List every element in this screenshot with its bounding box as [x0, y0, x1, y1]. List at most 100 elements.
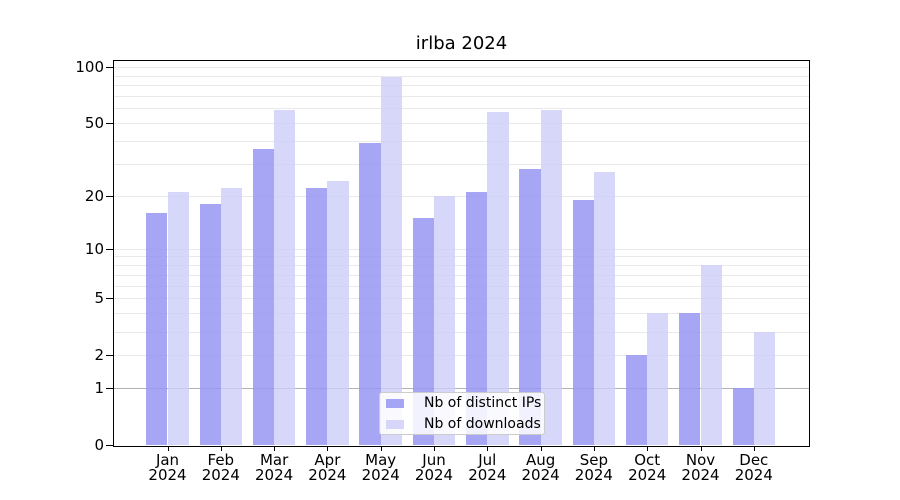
x-tick-label-month: Apr — [314, 451, 341, 469]
x-tick-label-month: Jun — [422, 451, 446, 469]
legend-label-downloads: Nb of downloads — [424, 416, 541, 432]
x-tick-label-month: Jan — [155, 451, 180, 469]
legend-row-distinct-ips: Nb of distinct IPs — [380, 394, 544, 413]
y-tick-label-5: 5 — [94, 289, 104, 308]
x-tick-label-year: 2024 — [201, 466, 240, 484]
bar-nb-of-distinct-ips-nov-2024 — [679, 313, 701, 445]
x-tick-label-year: 2024 — [361, 466, 400, 484]
x-tick-label-jun-2024: Jun 2024 — [392, 453, 476, 483]
plot-area — [113, 60, 810, 447]
x-tick-label-may-2024: May 2024 — [339, 453, 423, 483]
y-tick-label-1: 1 — [94, 379, 104, 398]
gridline-9 — [114, 256, 809, 258]
x-tick-label-month: Aug — [525, 451, 556, 469]
x-tick-label-aug-2024: Aug 2024 — [499, 453, 583, 483]
x-tick-feb-2024 — [220, 447, 222, 451]
gridline-7 — [114, 274, 809, 276]
y-tick-1 — [106, 388, 113, 390]
gridline-1 — [114, 388, 809, 390]
bar-nb-of-downloads-apr-2024 — [327, 181, 349, 445]
bar-nb-of-downloads-mar-2024 — [274, 109, 296, 445]
gridline-60 — [114, 108, 809, 110]
x-tick-label-year: 2024 — [308, 466, 347, 484]
x-tick-label-year: 2024 — [521, 466, 560, 484]
y-tick-50 — [106, 123, 113, 124]
x-tick-label-month: Sep — [579, 451, 609, 469]
x-tick-label-jan-2024: Jan 2024 — [126, 453, 210, 483]
y-tick-0 — [106, 445, 113, 446]
bar-nb-of-distinct-ips-apr-2024 — [306, 188, 328, 445]
bar-nb-of-downloads-may-2024 — [380, 77, 402, 445]
x-tick-label-year: 2024 — [734, 466, 773, 484]
x-tick-label-sep-2024: Sep 2024 — [552, 453, 636, 483]
legend-row-downloads: Nb of downloads — [380, 415, 544, 434]
x-tick-nov-2024 — [700, 447, 702, 451]
gridline-6 — [114, 285, 809, 287]
bar-nb-of-downloads-dec-2024 — [753, 331, 776, 445]
gridline-3 — [114, 331, 809, 333]
y-tick-label-0: 0 — [94, 436, 104, 454]
x-tick-dec-2024 — [753, 447, 755, 451]
x-tick-label-year: 2024 — [681, 466, 720, 484]
x-tick-sep-2024 — [593, 447, 595, 451]
bar-nb-of-downloads-nov-2024 — [700, 265, 722, 445]
x-tick-label-dec-2024: Dec 2024 — [712, 453, 796, 483]
gridline-8 — [114, 265, 809, 266]
x-tick-jun-2024 — [434, 447, 435, 451]
x-tick-label-month: Mar — [259, 451, 289, 469]
gridline-10 — [114, 248, 809, 250]
x-tick-label-year: 2024 — [148, 466, 187, 484]
x-tick-label-month: Dec — [739, 451, 769, 469]
x-tick-label-nov-2024: Nov 2024 — [659, 453, 743, 483]
x-tick-label-year: 2024 — [414, 466, 454, 484]
gridline-100 — [114, 67, 809, 68]
bar-nb-of-distinct-ips-jun-2024 — [412, 217, 434, 445]
y-tick-20 — [106, 195, 113, 197]
bar-nb-of-distinct-ips-jan-2024 — [146, 212, 168, 445]
y-tick-label-100: 100 — [75, 58, 104, 76]
gridline-50 — [114, 123, 809, 124]
x-tick-jan-2024 — [167, 447, 169, 451]
bar-nb-of-distinct-ips-may-2024 — [359, 142, 381, 445]
x-tick-label-year: 2024 — [468, 466, 507, 484]
gridline-40 — [114, 140, 809, 142]
bar-nb-of-downloads-jan-2024 — [167, 191, 189, 445]
gridline-4 — [114, 313, 809, 315]
x-tick-aug-2024 — [540, 447, 542, 451]
x-tick-jul-2024 — [487, 447, 489, 451]
bar-nb-of-distinct-ips-mar-2024 — [252, 149, 275, 445]
x-tick-apr-2024 — [327, 447, 329, 451]
x-tick-oct-2024 — [647, 447, 649, 451]
bar-nb-of-downloads-jul-2024 — [487, 112, 509, 445]
bar-nb-of-downloads-aug-2024 — [540, 109, 562, 445]
bar-nb-of-distinct-ips-jul-2024 — [466, 191, 488, 445]
y-tick-100 — [106, 67, 113, 68]
gridline-30 — [114, 163, 809, 165]
x-tick-label-year: 2024 — [628, 466, 667, 484]
gridline-2 — [114, 355, 809, 356]
bar-nb-of-distinct-ips-aug-2024 — [519, 169, 541, 445]
chart-title: irlba 2024 — [415, 33, 508, 54]
y-tick-5 — [106, 298, 113, 300]
gridline-70 — [114, 95, 809, 97]
bar-nb-of-downloads-feb-2024 — [220, 188, 243, 445]
gridline-90 — [114, 75, 809, 77]
x-tick-label-year: 2024 — [255, 466, 294, 484]
x-tick-label-oct-2024: Oct 2024 — [605, 453, 689, 483]
x-tick-label-apr-2024: Apr 2024 — [285, 453, 369, 483]
legend-swatch-downloads — [386, 419, 404, 429]
x-tick-label-jul-2024: Jul 2024 — [445, 453, 529, 483]
y-tick-label-50: 50 — [84, 114, 104, 132]
y-tick-label-20: 20 — [84, 186, 104, 205]
bar-nb-of-downloads-jun-2024 — [434, 195, 456, 445]
x-tick-label-month: Jul — [478, 451, 497, 469]
bar-nb-of-distinct-ips-oct-2024 — [625, 355, 648, 445]
x-tick-label-year: 2024 — [574, 466, 613, 484]
gridline-5 — [114, 298, 809, 300]
x-tick-label-month: May — [365, 451, 397, 469]
y-tick-label-10: 10 — [84, 239, 104, 258]
bar-nb-of-downloads-sep-2024 — [593, 172, 616, 445]
x-tick-may-2024 — [380, 447, 382, 451]
legend: Nb of distinct IPs Nb of downloads — [379, 392, 545, 435]
